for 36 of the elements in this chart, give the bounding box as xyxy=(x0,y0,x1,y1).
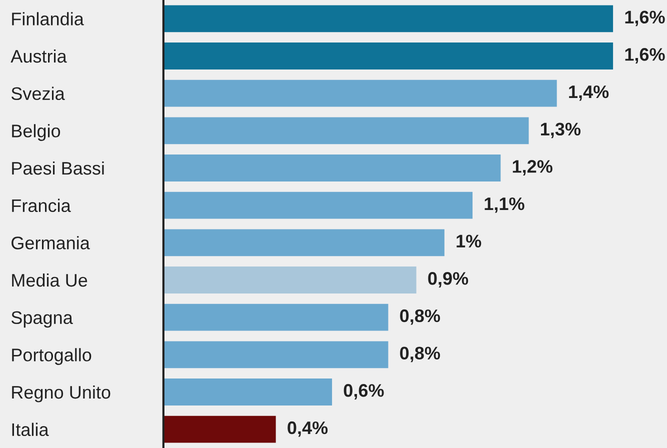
bar xyxy=(163,117,529,144)
y-tick-label: Francia xyxy=(12,198,71,212)
data-label: 1,2% xyxy=(512,160,552,176)
data-label: 1,3% xyxy=(540,122,581,138)
bar xyxy=(163,341,388,368)
data-label: 1,6% xyxy=(625,10,665,26)
bar xyxy=(163,192,473,219)
data-label: 1% xyxy=(456,234,482,248)
bar xyxy=(163,80,557,107)
data-label: 0,4% xyxy=(288,421,328,437)
bar xyxy=(163,266,416,294)
data-label: 0,6% xyxy=(344,384,384,400)
bar xyxy=(163,154,501,182)
y-tick-label: Spagna xyxy=(11,311,73,328)
data-label: 1,4% xyxy=(569,85,609,101)
bar xyxy=(163,378,332,406)
data-label: 0,8% xyxy=(400,309,440,325)
y-tick-label: Finlandia xyxy=(12,12,84,26)
y-tick-label: Portogallo xyxy=(12,348,92,365)
bar xyxy=(163,416,276,443)
y-tick-label: Austria xyxy=(10,49,67,63)
y-tick-label: Paesi Bassi xyxy=(12,161,104,175)
bar xyxy=(163,42,614,70)
data-label: 0,8% xyxy=(400,346,440,362)
y-tick-label: Regno Unito xyxy=(12,385,110,402)
bar xyxy=(163,229,444,256)
y-tick-label: Svezia xyxy=(11,86,65,100)
data-label: 1,1% xyxy=(484,197,524,213)
bar xyxy=(163,5,614,32)
y-tick-label: Italia xyxy=(12,422,49,436)
bar xyxy=(163,304,388,331)
y-tick-label: Belgio xyxy=(12,124,60,141)
y-tick-label: Germania xyxy=(12,236,90,250)
data-label: 1,6% xyxy=(625,48,665,64)
y-tick-label: Media Ue xyxy=(12,273,88,287)
data-label: 0,9% xyxy=(428,272,468,288)
